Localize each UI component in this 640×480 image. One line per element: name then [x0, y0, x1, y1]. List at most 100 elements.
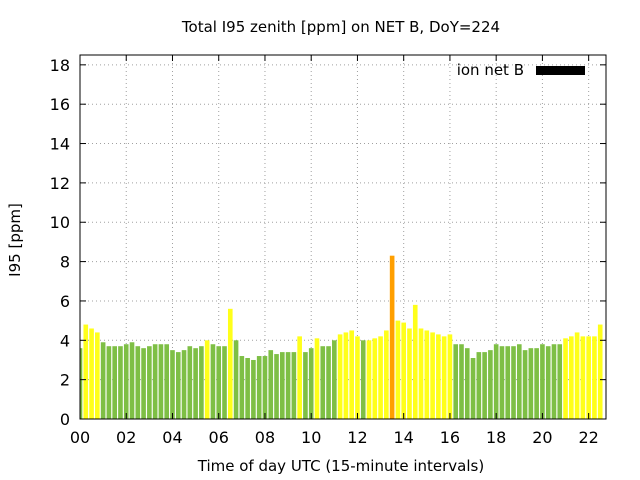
bar — [285, 352, 291, 419]
x-tick-label: 08 — [255, 428, 275, 447]
bar — [204, 340, 210, 419]
y-tick-label: 14 — [50, 135, 70, 154]
legend-label: ion net B — [457, 61, 524, 79]
y-tick-label: 18 — [50, 56, 70, 75]
y-tick-label: 0 — [60, 410, 70, 429]
bar — [227, 308, 233, 419]
bar — [152, 344, 158, 419]
y-tick-label: 10 — [50, 213, 70, 232]
bar — [349, 330, 354, 419]
bar — [100, 342, 106, 419]
bar — [164, 344, 170, 419]
bar — [106, 346, 112, 419]
bar — [528, 348, 534, 419]
x-tick-label: 18 — [486, 428, 506, 447]
bar — [210, 344, 216, 419]
bar — [175, 352, 181, 419]
bar — [389, 255, 395, 419]
plot-frame — [79, 54, 607, 420]
bar — [129, 342, 135, 419]
bar — [441, 336, 447, 419]
bar — [343, 332, 349, 419]
bar — [279, 352, 285, 419]
bar — [401, 322, 407, 419]
bar — [459, 344, 464, 419]
x-tick-label: 06 — [209, 428, 229, 447]
bar — [89, 328, 94, 419]
bar — [569, 336, 574, 419]
bar — [574, 332, 580, 419]
bar — [540, 344, 545, 419]
bar — [147, 346, 152, 419]
bar — [337, 334, 343, 419]
bar — [193, 348, 198, 419]
bar — [83, 324, 89, 419]
bar — [372, 338, 378, 419]
bar — [436, 334, 441, 419]
bar — [222, 346, 227, 419]
y-axis: 0 2 4 6 8 10 12 14 16 18 — [50, 56, 606, 429]
bar — [592, 336, 597, 419]
bar — [158, 344, 164, 419]
x-tick-label: 00 — [70, 428, 90, 447]
bar — [580, 336, 586, 419]
bar — [395, 320, 401, 419]
x-axis-label: Time of day UTC (15-minute intervals) — [197, 457, 484, 475]
y-tick-label: 16 — [50, 95, 70, 114]
bar — [511, 346, 516, 419]
bar — [297, 336, 302, 419]
y-tick-label: 8 — [60, 253, 70, 272]
x-tick-label: 16 — [440, 428, 460, 447]
bar — [557, 344, 563, 419]
bar — [563, 338, 568, 419]
bar — [326, 346, 331, 419]
bar — [170, 350, 175, 419]
bar — [470, 358, 476, 419]
bar — [216, 346, 222, 419]
bar — [262, 356, 268, 419]
bar — [418, 328, 424, 419]
bar — [112, 346, 117, 419]
bar — [476, 352, 482, 419]
bar — [256, 356, 262, 419]
bar — [141, 348, 146, 419]
y-tick-label: 6 — [60, 292, 70, 311]
bar — [118, 346, 123, 419]
bar — [239, 356, 245, 419]
bar — [447, 334, 453, 419]
bar — [505, 346, 511, 419]
bar — [314, 338, 320, 419]
bar — [516, 344, 522, 419]
y-tick-label: 12 — [50, 174, 70, 193]
bar — [355, 336, 360, 419]
bar — [545, 346, 551, 419]
bar — [245, 358, 250, 419]
bar — [291, 352, 297, 419]
bar — [424, 330, 430, 419]
bar — [412, 304, 418, 419]
bar — [482, 352, 487, 419]
y-tick-label: 2 — [60, 371, 70, 390]
bar — [430, 332, 435, 419]
bar — [80, 348, 83, 419]
bar — [199, 346, 204, 419]
bar — [187, 346, 193, 419]
legend: ion net B — [457, 61, 585, 79]
bars — [80, 255, 603, 419]
x-tick-label: 22 — [578, 428, 598, 447]
x-axis: 00 02 04 06 08 10 12 14 16 18 20 22 — [70, 55, 599, 447]
x-tick-label: 10 — [301, 428, 321, 447]
bar — [493, 344, 499, 419]
bar — [233, 340, 239, 419]
bar — [499, 346, 505, 419]
y-tick-label: 4 — [60, 331, 70, 350]
grid — [80, 55, 606, 419]
bar — [586, 336, 591, 419]
bar — [488, 350, 493, 419]
x-tick-label: 04 — [162, 428, 182, 447]
legend-swatch — [536, 66, 585, 75]
y-axis-label: I95 [ppm] — [6, 203, 24, 277]
bar — [320, 346, 326, 419]
bar — [95, 332, 100, 419]
